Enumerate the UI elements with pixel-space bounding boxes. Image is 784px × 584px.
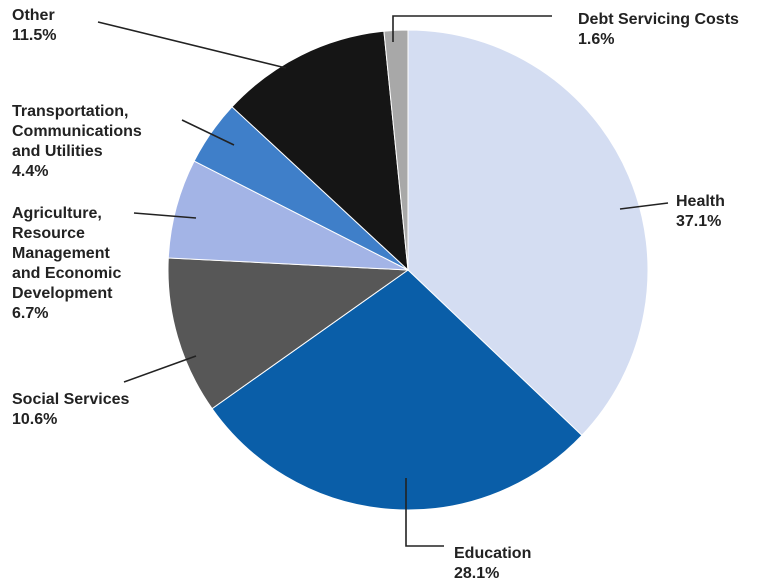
slice-value-other: 11.5% xyxy=(12,27,56,44)
slice-value-debt-servicing-costs: 1.6% xyxy=(578,31,614,48)
leader-line-other xyxy=(97,21,287,69)
leader-line-health xyxy=(619,202,669,210)
slice-label-line: Social Services xyxy=(12,391,130,408)
slice-label-agriculture-resource-management-and-economic-development: Agriculture, Resource Management and Econom… xyxy=(12,205,121,322)
slice-label-other: Other 11.5% xyxy=(12,7,56,44)
slice-health xyxy=(407,29,649,437)
slice-label-debt-servicing-costs: Debt Servicing Costs 1.6% xyxy=(578,11,739,48)
slice-social-services xyxy=(167,257,410,410)
slice-label-line: Communications xyxy=(12,123,142,140)
slice-label-education: Education 28.1% xyxy=(454,545,531,582)
slice-label-line: and Utilities xyxy=(12,143,103,160)
slice-labels: Health 37.1% Education 28.1% Social Services… xyxy=(12,7,739,582)
pie-slices xyxy=(167,29,649,511)
leader-line-education xyxy=(405,478,444,547)
slice-label-line: Development xyxy=(12,285,113,302)
slice-label-line: Transportation, xyxy=(12,103,128,120)
leader-line-transportation-communications-and-utilities xyxy=(181,119,235,146)
slice-other xyxy=(231,30,409,272)
leader-line-agriculture-resource-management-and-economic-development xyxy=(133,212,197,219)
slice-label-health: Health 37.1% xyxy=(676,193,725,230)
slice-label-line: and Economic xyxy=(12,265,121,282)
leader-line-social-services xyxy=(123,355,197,383)
slice-label-line: Resource xyxy=(12,225,85,242)
slice-value-education: 28.1% xyxy=(454,565,499,582)
slice-label-line: Debt Servicing Costs xyxy=(578,11,739,28)
slice-value-social-services: 10.6% xyxy=(12,411,57,428)
slice-value-health: 37.1% xyxy=(676,213,721,230)
slice-label-line: Agriculture, xyxy=(12,205,102,222)
slice-label-social-services: Social Services 10.6% xyxy=(12,391,130,428)
slice-education xyxy=(211,269,583,511)
slice-label-line: Health xyxy=(676,193,725,210)
slice-label-line: Other xyxy=(12,7,55,24)
leader-line-debt-servicing-costs xyxy=(392,15,552,42)
slice-value-agriculture-resource-management-and-economic-development: 6.7% xyxy=(12,305,48,322)
leader-lines xyxy=(97,15,669,547)
slice-label-line: Education xyxy=(454,545,531,562)
slice-label-transportation-communications-and-utilities: Transportation, Communications and Utiliti… xyxy=(12,103,142,180)
slice-value-transportation-communications-and-utilities: 4.4% xyxy=(12,163,48,180)
slice-debt-servicing-costs xyxy=(383,29,409,271)
slice-label-line: Management xyxy=(12,245,110,262)
